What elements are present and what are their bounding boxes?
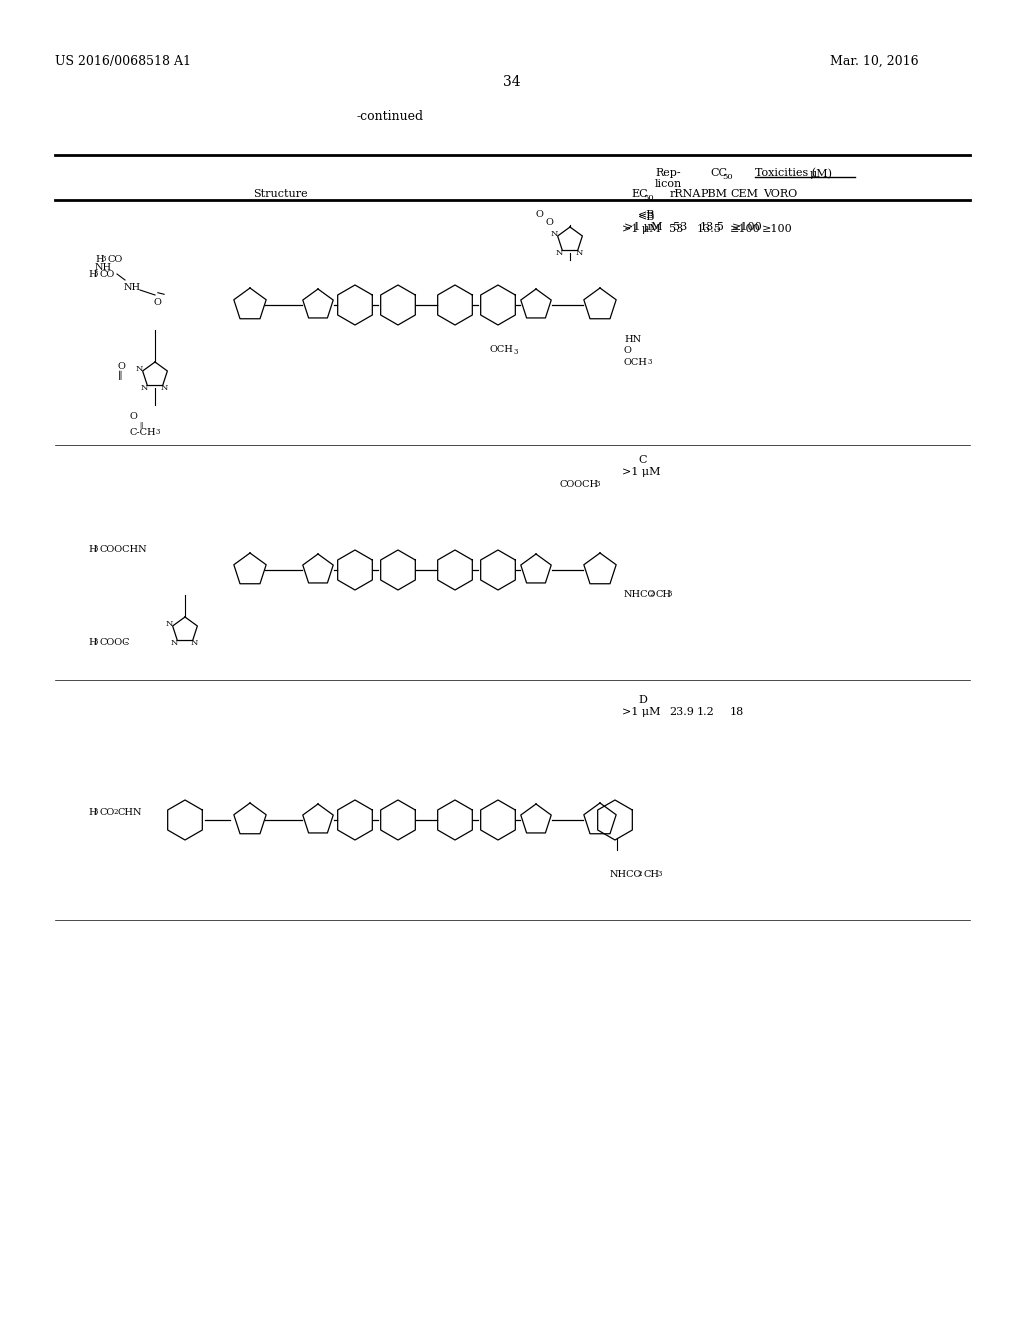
Text: ≥100: ≥100 bbox=[732, 222, 763, 232]
Text: H: H bbox=[95, 255, 103, 264]
Text: 18: 18 bbox=[730, 708, 744, 717]
Text: CHN: CHN bbox=[118, 808, 142, 817]
Text: OCH: OCH bbox=[490, 345, 514, 354]
Text: COOCHN: COOCHN bbox=[99, 545, 146, 554]
Text: 50: 50 bbox=[643, 194, 653, 202]
Text: 3: 3 bbox=[668, 590, 673, 598]
Text: N: N bbox=[161, 384, 168, 392]
Text: O: O bbox=[130, 412, 138, 421]
Text: N: N bbox=[190, 639, 199, 647]
Text: N: N bbox=[171, 639, 178, 647]
Text: D: D bbox=[638, 696, 647, 705]
Text: CEM: CEM bbox=[730, 189, 758, 199]
Text: N: N bbox=[575, 248, 584, 256]
Text: Structure: Structure bbox=[253, 189, 307, 199]
Text: NHCO: NHCO bbox=[624, 590, 656, 599]
Text: O: O bbox=[118, 362, 126, 371]
Text: 23.9: 23.9 bbox=[669, 708, 694, 717]
Text: 3: 3 bbox=[657, 870, 662, 878]
Text: -: - bbox=[125, 638, 128, 647]
Text: H: H bbox=[88, 808, 96, 817]
Text: 53: 53 bbox=[673, 222, 687, 232]
Text: C: C bbox=[638, 455, 646, 465]
Text: NH: NH bbox=[124, 282, 141, 292]
Text: H: H bbox=[88, 271, 96, 279]
Text: CO: CO bbox=[99, 808, 115, 817]
Text: 13.5: 13.5 bbox=[700, 222, 725, 232]
Text: CO: CO bbox=[99, 271, 115, 279]
Text: EC: EC bbox=[631, 189, 647, 199]
Text: PBM: PBM bbox=[700, 189, 727, 199]
Text: 3: 3 bbox=[155, 428, 160, 436]
Text: H: H bbox=[88, 545, 96, 554]
Text: ∥: ∥ bbox=[139, 422, 142, 430]
Text: 3: 3 bbox=[94, 271, 98, 279]
Text: 2: 2 bbox=[649, 590, 653, 598]
Text: CO: CO bbox=[106, 255, 122, 264]
Text: NHCO: NHCO bbox=[610, 870, 642, 879]
Text: <B: <B bbox=[638, 213, 655, 222]
Text: >1 μM: >1 μM bbox=[622, 708, 660, 717]
Text: N: N bbox=[166, 620, 173, 628]
Text: 3: 3 bbox=[514, 348, 518, 356]
Text: CC: CC bbox=[710, 168, 727, 178]
Text: 34: 34 bbox=[503, 75, 521, 88]
Text: CH: CH bbox=[655, 590, 671, 599]
Text: 1.2: 1.2 bbox=[697, 708, 715, 717]
Text: 3: 3 bbox=[94, 808, 98, 816]
Text: 3: 3 bbox=[94, 545, 98, 553]
Text: US 2016/0068518 A1: US 2016/0068518 A1 bbox=[55, 55, 191, 69]
Text: O: O bbox=[624, 346, 632, 355]
Text: VORO: VORO bbox=[763, 189, 798, 199]
Text: <B: <B bbox=[638, 210, 655, 220]
Text: CH: CH bbox=[643, 870, 659, 879]
Text: ∥: ∥ bbox=[118, 372, 123, 381]
Text: OCH: OCH bbox=[624, 358, 648, 367]
Text: 3: 3 bbox=[595, 480, 599, 488]
Text: N: N bbox=[551, 230, 558, 238]
Text: 2: 2 bbox=[638, 870, 642, 878]
Text: licon: licon bbox=[655, 180, 682, 189]
Text: O: O bbox=[545, 218, 553, 227]
Text: ≥100: ≥100 bbox=[762, 224, 793, 234]
Text: -continued: -continued bbox=[356, 110, 424, 123]
Text: O: O bbox=[535, 210, 543, 219]
Text: H: H bbox=[88, 638, 96, 647]
Text: Rep-: Rep- bbox=[655, 168, 681, 178]
Text: 3: 3 bbox=[102, 255, 106, 263]
Text: HN: HN bbox=[624, 335, 641, 345]
Text: 53: 53 bbox=[669, 224, 683, 234]
Text: Toxicities (: Toxicities ( bbox=[755, 168, 816, 178]
Text: N: N bbox=[556, 248, 563, 256]
Text: μM): μM) bbox=[810, 168, 833, 178]
Text: COOCH: COOCH bbox=[560, 480, 599, 488]
Text: NH: NH bbox=[95, 263, 112, 272]
Text: 50: 50 bbox=[722, 173, 732, 181]
Text: >1 μM: >1 μM bbox=[622, 467, 660, 477]
Text: O: O bbox=[154, 298, 162, 308]
Text: 13.5: 13.5 bbox=[697, 224, 722, 234]
Text: N: N bbox=[140, 384, 148, 392]
Text: Mar. 10, 2016: Mar. 10, 2016 bbox=[830, 55, 919, 69]
Text: C-CH: C-CH bbox=[130, 428, 157, 437]
Text: rRNA: rRNA bbox=[670, 189, 701, 199]
Text: N: N bbox=[136, 366, 143, 374]
Text: 3: 3 bbox=[94, 638, 98, 645]
Text: >1 μM: >1 μM bbox=[624, 222, 663, 232]
Text: COOC: COOC bbox=[99, 638, 129, 647]
Text: >1 μM: >1 μM bbox=[622, 224, 660, 234]
Text: 3: 3 bbox=[648, 358, 652, 366]
Text: ≥100: ≥100 bbox=[730, 224, 761, 234]
Text: 2: 2 bbox=[113, 808, 118, 816]
